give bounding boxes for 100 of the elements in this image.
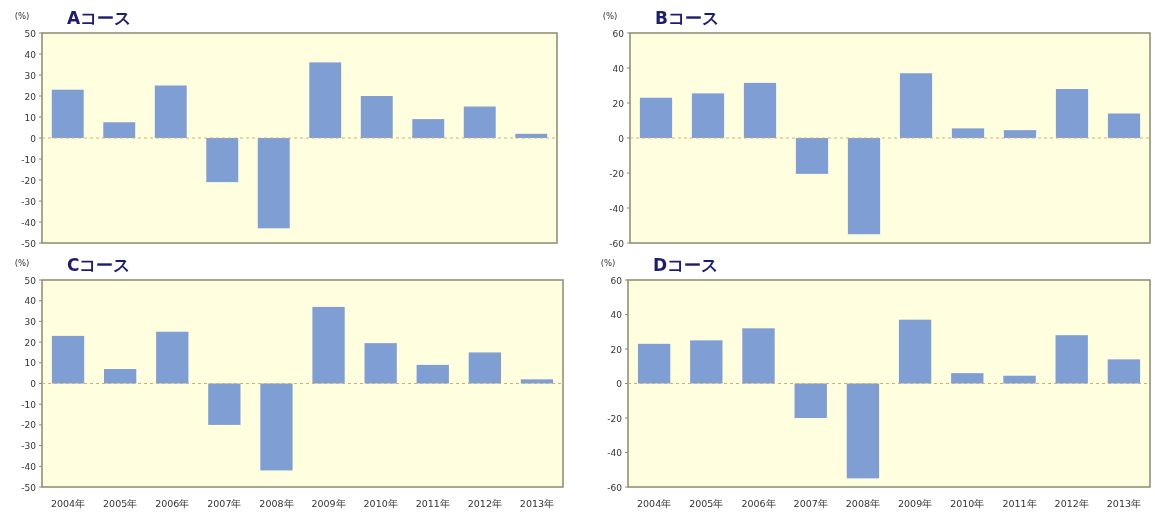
bar — [847, 138, 881, 235]
y-tick-label: -40 — [21, 217, 37, 228]
bar — [795, 138, 829, 174]
bar — [103, 122, 136, 138]
y-tick-label: 0 — [616, 379, 623, 389]
y-tick-label: 20 — [612, 98, 625, 109]
bar — [51, 335, 85, 384]
bar — [951, 373, 984, 384]
y-tick-label: -60 — [609, 238, 625, 249]
y-tick-label: 50 — [24, 275, 37, 286]
bar — [899, 73, 933, 138]
bar — [1003, 130, 1037, 138]
bar — [743, 82, 777, 138]
y-tick-label: 0 — [30, 133, 37, 144]
bar — [51, 89, 84, 138]
y-tick-label: -50 — [21, 482, 37, 493]
y-tick-label: 40 — [24, 49, 37, 60]
bar — [690, 340, 723, 384]
y-tick-label: -50 — [21, 238, 37, 249]
x-tick-label: 2005年 — [689, 498, 724, 509]
bar — [1107, 359, 1141, 384]
bar — [1055, 335, 1088, 384]
x-tick-label: 2013年 — [519, 498, 555, 509]
bar — [951, 128, 985, 138]
chart-title: Cコース — [67, 255, 131, 275]
y-axis-title: (%) — [600, 258, 616, 268]
bar — [309, 62, 342, 138]
bar — [257, 138, 290, 229]
y-tick-label: 40 — [612, 63, 625, 74]
x-tick-label: 2011年 — [415, 498, 450, 509]
y-tick-label: -20 — [21, 175, 37, 186]
y-tick-label: -20 — [21, 420, 37, 431]
y-axis-title: (%) — [602, 11, 618, 21]
y-tick-label: -20 — [609, 168, 625, 179]
y-tick-label: -30 — [21, 441, 37, 452]
x-tick-label: 2009年 — [898, 498, 933, 509]
chart-title: Bコース — [655, 8, 719, 28]
y-tick-label: 30 — [24, 70, 37, 81]
y-tick-label: 10 — [24, 358, 37, 369]
x-tick-label: 2012年 — [1054, 498, 1089, 509]
bar — [412, 119, 445, 138]
y-tick-label: 0 — [618, 133, 625, 144]
bar — [156, 331, 189, 384]
x-tick-label: 2012年 — [467, 498, 502, 509]
y-tick-label: 20 — [610, 344, 623, 355]
y-tick-label: -40 — [607, 448, 623, 458]
y-tick-label: -30 — [21, 196, 37, 207]
y-tick-label: -10 — [21, 154, 37, 165]
x-tick-label: 2005年 — [103, 498, 138, 509]
y-tick-label: 60 — [610, 275, 623, 286]
chart-title: Dコース — [653, 255, 719, 275]
x-tick-label: 2013年 — [1106, 498, 1141, 509]
bar — [637, 343, 671, 384]
y-tick-label: 40 — [610, 310, 623, 320]
x-tick-label: 2008年 — [259, 498, 294, 509]
bar — [463, 106, 496, 138]
x-tick-label: 2007年 — [793, 498, 828, 509]
x-tick-label: 2004年 — [50, 498, 86, 509]
bar — [691, 93, 725, 138]
x-tick-label: 2007年 — [207, 498, 242, 509]
bar — [468, 352, 501, 384]
bar — [206, 138, 239, 183]
bar — [742, 328, 775, 384]
bar — [104, 369, 137, 384]
x-tick-label: 2010年 — [363, 498, 398, 509]
x-tick-label: 2006年 — [155, 498, 190, 509]
x-tick-label: 2006年 — [741, 498, 776, 509]
y-axis-title: (%) — [14, 258, 30, 268]
bar — [312, 306, 345, 384]
bar — [846, 383, 880, 479]
y-tick-label: 20 — [24, 91, 37, 102]
bar — [154, 85, 187, 138]
x-tick-label: 2010年 — [950, 498, 985, 509]
y-tick-label: -20 — [607, 413, 623, 424]
x-tick-label: 2004年 — [637, 498, 672, 509]
x-tick-label: 2008年 — [845, 498, 880, 509]
y-tick-label: 0 — [30, 379, 37, 389]
y-tick-label: 20 — [24, 337, 37, 348]
y-axis-title: (%) — [14, 11, 30, 21]
bar — [898, 319, 932, 384]
y-tick-label: 30 — [24, 316, 37, 327]
bar — [416, 364, 449, 384]
y-tick-label: -40 — [21, 461, 37, 472]
bar — [794, 383, 827, 418]
y-tick-label: -40 — [609, 203, 625, 214]
y-tick-label: 40 — [24, 296, 37, 307]
bar — [360, 96, 393, 138]
x-tick-label: 2009年 — [311, 498, 346, 509]
bar — [1003, 375, 1036, 384]
y-tick-label: 60 — [612, 28, 625, 39]
y-tick-label: 10 — [24, 112, 37, 123]
x-tick-label: 2011年 — [1002, 498, 1037, 509]
bar — [1055, 89, 1089, 138]
bar — [1107, 113, 1141, 138]
bar — [260, 383, 293, 471]
bar — [639, 97, 673, 138]
y-tick-label: -10 — [21, 399, 37, 410]
y-tick-label: -60 — [607, 482, 623, 493]
bar — [208, 383, 241, 425]
y-tick-label: 50 — [24, 28, 37, 39]
